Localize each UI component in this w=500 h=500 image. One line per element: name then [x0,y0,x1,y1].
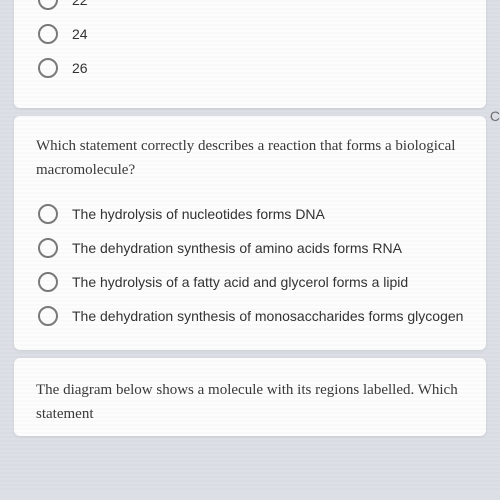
clear-selection-partial[interactable]: C [490,108,500,124]
question-card-3: The diagram below shows a molecule with … [14,358,486,436]
radio-icon[interactable] [38,238,58,258]
radio-icon[interactable] [38,204,58,224]
question-card-1: 22 24 26 [14,0,486,108]
option-row[interactable]: 26 [38,58,464,78]
question-card-2: Which statement correctly describes a re… [14,116,486,350]
option-label: The hydrolysis of a fatty acid and glyce… [72,274,408,290]
radio-icon[interactable] [38,272,58,292]
option-row[interactable]: The dehydration synthesis of monosacchar… [38,306,464,326]
option-label: The dehydration synthesis of amino acids… [72,240,402,256]
radio-icon[interactable] [38,24,58,44]
radio-icon[interactable] [38,306,58,326]
option-label: 22 [72,0,88,8]
radio-icon[interactable] [38,58,58,78]
option-row[interactable]: 24 [38,24,464,44]
option-label: 24 [72,26,88,42]
option-label: 26 [72,60,88,76]
option-row[interactable]: The hydrolysis of nucleotides forms DNA [38,204,464,224]
option-label: The hydrolysis of nucleotides forms DNA [72,206,325,222]
radio-icon[interactable] [38,0,58,10]
question-prompt: The diagram below shows a molecule with … [36,378,464,426]
option-row[interactable]: 22 [38,0,464,10]
option-row[interactable]: The dehydration synthesis of amino acids… [38,238,464,258]
option-row[interactable]: The hydrolysis of a fatty acid and glyce… [38,272,464,292]
option-label: The dehydration synthesis of monosacchar… [72,308,463,324]
question-prompt: Which statement correctly describes a re… [36,134,464,182]
